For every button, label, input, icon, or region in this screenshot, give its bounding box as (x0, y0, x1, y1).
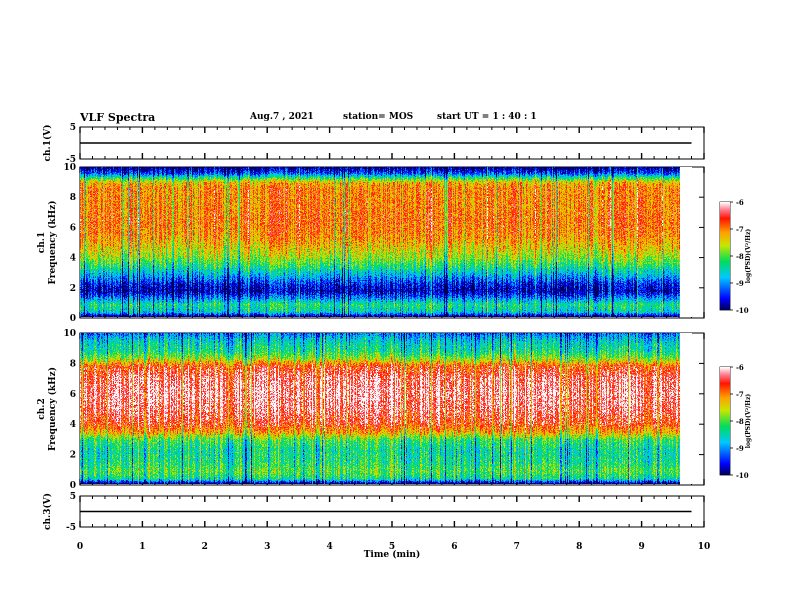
ch1-spectrogram-colorbar-tick-label: -8 (736, 252, 744, 261)
ch3-waveform-ytick-label: -5 (66, 523, 76, 533)
xaxis-tick-label: 8 (576, 542, 582, 552)
ch1-waveform-ylabel: ch.1(V) (42, 125, 53, 162)
ch1-spectrogram-ylabel: Frequency (kHz) (47, 200, 58, 284)
ch1-spectrogram-ytick-label: 6 (70, 223, 76, 233)
xaxis-tick-label: 2 (202, 542, 208, 552)
ch2-spectrogram-ylabel: Frequency (kHz) (47, 367, 58, 451)
ch3-waveform-ylabel: ch.3(V) (42, 493, 53, 530)
date-label: Aug.7 , 2021 (250, 112, 314, 122)
ch1-spectrogram-colorbar-tick-label: -6 (736, 198, 744, 207)
ch1-spectrogram-ytick-label: 0 (70, 314, 76, 324)
ch2-spectrogram-colorbar-tick-label: -7 (736, 390, 744, 399)
station-label: station= MOS (343, 112, 414, 122)
ch2-spectrogram-colorbar-tick-label: -6 (736, 363, 744, 372)
start-time-label: start UT = 1 : 40 : 1 (437, 112, 537, 122)
ch1-waveform-ytick-label: 5 (70, 123, 76, 133)
ch2-spectrogram-ytick-label: 10 (63, 329, 76, 339)
ch2-spectrogram-colorbar-label: log(PSD)(V²/Hz) (745, 394, 752, 449)
ch1-spectrogram-colorbar-label: log(PSD)(V²/Hz) (745, 229, 752, 284)
xaxis-tick-label: 0 (77, 542, 83, 552)
ch2-spectrogram-ylabel: ch.2 (37, 398, 47, 419)
xaxis-tick-label: 4 (326, 542, 332, 552)
xaxis-tick-label: 7 (514, 542, 520, 552)
ch1-waveform-ytick-label: -5 (66, 155, 76, 165)
figure-title: VLF Spectra (80, 111, 156, 124)
ch1-spectrogram-ytick-label: 10 (63, 163, 76, 173)
ch2-spectrogram-ytick-label: 2 (70, 451, 76, 461)
xaxis-tick-label: 5 (389, 542, 395, 552)
ch2-spectrogram-ytick-label: 6 (70, 390, 76, 400)
ch1-spectrogram-colorbar-tick-label: -7 (736, 225, 744, 234)
ch2-spectrogram-colorbar-tick-label: -10 (736, 471, 749, 480)
ch1-spectrogram-ytick-label: 8 (70, 193, 76, 203)
ch1-spectrogram-ylabel: ch.1 (37, 232, 47, 253)
ch1-colorbar-image (720, 202, 730, 310)
ch2-spectrogram-image (80, 333, 692, 484)
ch2-spectrogram-colorbar-tick-label: -8 (736, 417, 744, 426)
ch2-colorbar-image (720, 367, 730, 475)
ch2-spectrogram-ytick-label: 4 (70, 420, 76, 430)
xaxis-tick-label: 1 (139, 542, 145, 552)
xaxis-tick-label: 3 (264, 542, 270, 552)
xaxis-tick-label: 10 (698, 542, 711, 552)
ch1-spectrogram-colorbar-tick-label: -9 (736, 279, 744, 288)
xaxis-title: Time (min) (364, 549, 421, 560)
ch1-spectrogram-colorbar-tick-label: -10 (736, 306, 749, 315)
xaxis-tick-label: 9 (638, 542, 644, 552)
ch1-spectrogram-image (80, 167, 692, 317)
ch2-spectrogram-ytick-label: 8 (70, 359, 76, 369)
ch2-spectrogram-colorbar-tick-label: -9 (736, 444, 744, 453)
ch1-spectrogram-ytick-label: 2 (70, 284, 76, 294)
ch1-spectrogram-ytick-label: 4 (70, 254, 76, 264)
xaxis-tick-label: 6 (451, 542, 457, 552)
ch2-spectrogram-ytick-label: 0 (70, 481, 76, 491)
ch3-waveform-ytick-label: 5 (70, 492, 76, 502)
